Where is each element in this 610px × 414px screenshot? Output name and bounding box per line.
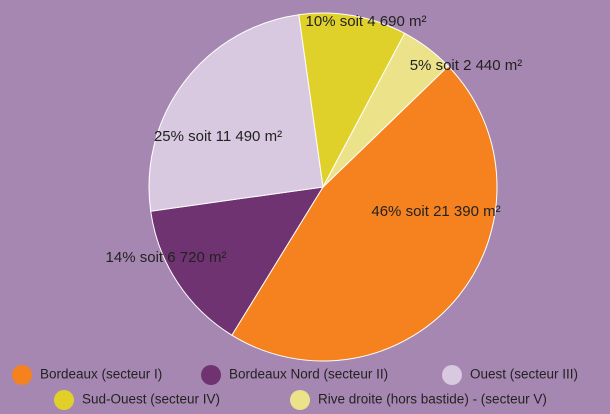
legend-label: Rive droite (hors bastide) - (secteur V): [318, 392, 547, 407]
pie-slice: [150, 186, 324, 336]
slice-label: 25% soit 11 490 m²: [154, 128, 282, 145]
legend-label: Sud-Ouest (secteur IV): [82, 392, 220, 407]
legend-label: Ouest (secteur III): [470, 367, 578, 382]
pie-slice: [148, 14, 324, 212]
pie-slice: [298, 12, 406, 189]
pie-slice: [322, 32, 449, 188]
legend-swatch: [290, 390, 310, 410]
slice-label: 10% soit 4 690 m²: [306, 13, 427, 30]
legend-label: Bordeaux (secteur I): [40, 367, 162, 382]
pie-slice: [231, 65, 498, 362]
legend-swatch: [442, 365, 462, 385]
legend-swatch: [12, 365, 32, 385]
slice-label: 46% soit 21 390 m²: [371, 203, 500, 220]
legend-label: Bordeaux Nord (secteur II): [229, 367, 388, 382]
slice-label: 5% soit 2 440 m²: [410, 57, 523, 74]
legend-swatch: [54, 390, 74, 410]
slice-label: 14% soit 6 720 m²: [106, 249, 227, 266]
legend-swatch: [201, 365, 221, 385]
